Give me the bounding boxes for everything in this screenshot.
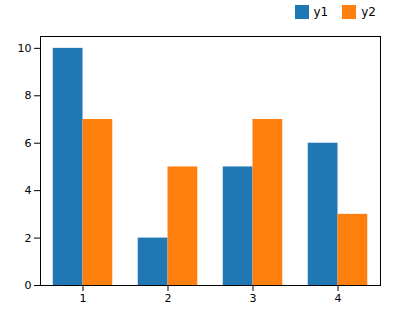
svg-text:0: 0 [25,279,32,292]
html-text:y1: y1 [313,5,329,19]
html-text:y2: y2 [361,5,376,19]
svg-text:1: 1 [80,292,87,305]
svg-text:2: 2 [165,292,172,305]
svg-text:8: 8 [25,89,32,102]
svg-text:10: 10 [18,42,32,55]
svg-text:6: 6 [25,137,32,150]
svg-text:3: 3 [250,292,257,305]
svg-text:4: 4 [335,292,342,305]
svg-text:2: 2 [25,232,32,245]
svg-text:4: 4 [25,184,32,197]
